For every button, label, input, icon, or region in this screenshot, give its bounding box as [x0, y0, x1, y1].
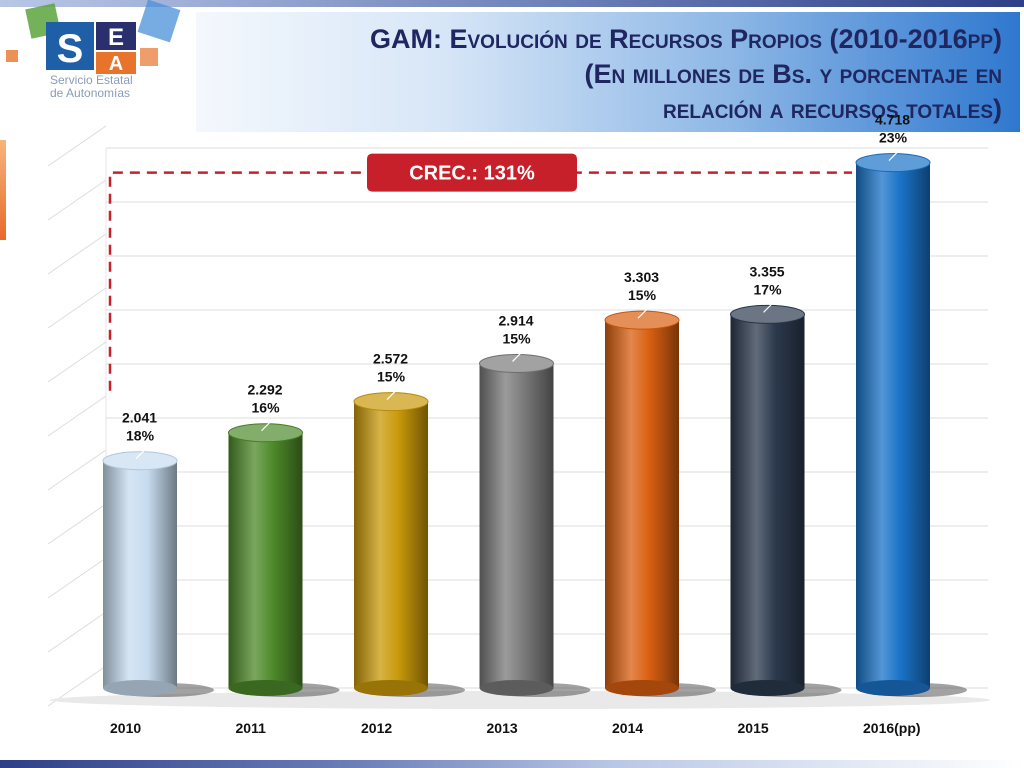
bar-base [354, 680, 428, 696]
orange-side-accent [0, 140, 6, 240]
data-label-value: 4.718 [875, 112, 910, 128]
category-label: 2015 [738, 720, 769, 736]
data-label-value: 2.041 [122, 410, 157, 426]
logo-letter-e: E [108, 24, 124, 51]
bar-2010 [103, 460, 177, 688]
grid-wall-line [47, 611, 107, 653]
bar-top [855, 153, 931, 173]
label-leader [763, 299, 776, 313]
data-label-percent: 15% [628, 287, 657, 303]
header-band [196, 12, 1020, 132]
bar-base [103, 680, 177, 696]
bar-top [730, 304, 805, 324]
logo-letter-a: A [109, 53, 123, 75]
category-label: 2016(pp) [863, 720, 921, 736]
grid-wall-line [47, 125, 107, 167]
bar-base [605, 680, 679, 696]
bar-2012 [354, 401, 428, 688]
grid-wall-line [47, 179, 107, 221]
bar-top [102, 451, 178, 471]
logo-caption: Servicio Estatal de Autonomías [50, 73, 133, 100]
title-line-1: GAM: Evolución de Recursos Propios (2010… [370, 24, 1002, 54]
bar-2014 [605, 320, 679, 688]
data-label-percent: 18% [126, 428, 155, 444]
bar-2016(pp) [856, 162, 930, 689]
grid-wall-line [47, 503, 107, 545]
data-label-value: 2.292 [248, 382, 283, 398]
data-label-percent: 15% [503, 330, 532, 346]
data-label-percent: 16% [252, 400, 281, 416]
grid-wall-line [47, 287, 107, 329]
data-label-value: 3.355 [750, 263, 785, 279]
category-label: 2012 [361, 720, 392, 736]
data-label-value: 3.303 [624, 269, 659, 285]
label-leader [261, 418, 274, 432]
growth-badge-label: CREC.: 131% [409, 163, 535, 185]
label-leader [888, 148, 902, 161]
sea-logo: S E A Servicio Estatal de Autonomías [0, 0, 196, 132]
growth-badge [367, 153, 577, 192]
title-line-3: relación a recursos totales) [662, 94, 1002, 124]
category-label: 2014 [612, 720, 643, 736]
bar-top [604, 310, 680, 330]
label-leader [386, 387, 400, 400]
title-line-2: (En millones de Bs. y porcentaje en [584, 59, 1002, 89]
category-label: 2010 [110, 720, 141, 736]
grid-wall-line [47, 449, 107, 491]
data-label-percent: 15% [377, 369, 406, 385]
bar-top [228, 423, 303, 443]
label-leader [637, 305, 651, 319]
bottom-stripe [0, 760, 1024, 768]
growth-connector [108, 171, 852, 391]
category-label: 2011 [236, 720, 267, 736]
logo-letter-s: S [57, 27, 84, 71]
category-label: 2013 [487, 720, 518, 736]
slide-title: GAM: Evolución de Recursos Propios (2010… [242, 22, 1002, 127]
data-label-value: 2.572 [373, 351, 408, 367]
label-leader [135, 446, 149, 460]
grid-wall-line [47, 557, 107, 599]
grid-wall-line [47, 395, 107, 437]
bar-2013 [479, 363, 554, 688]
bar-base [228, 680, 303, 696]
bar-base [730, 680, 805, 696]
bar-base [479, 680, 554, 696]
grid-wall-line [47, 341, 107, 383]
data-label-percent: 17% [754, 281, 783, 297]
top-stripe [0, 0, 1024, 7]
bar-top [353, 392, 429, 412]
bar-base [856, 680, 930, 696]
label-leader [512, 349, 525, 362]
bar-top [479, 353, 554, 373]
data-label-value: 2.914 [499, 312, 534, 328]
bar-2011 [228, 432, 303, 688]
data-label-percent: 23% [879, 130, 908, 146]
bar-2015 [730, 314, 805, 688]
grid-wall-line [47, 233, 107, 275]
